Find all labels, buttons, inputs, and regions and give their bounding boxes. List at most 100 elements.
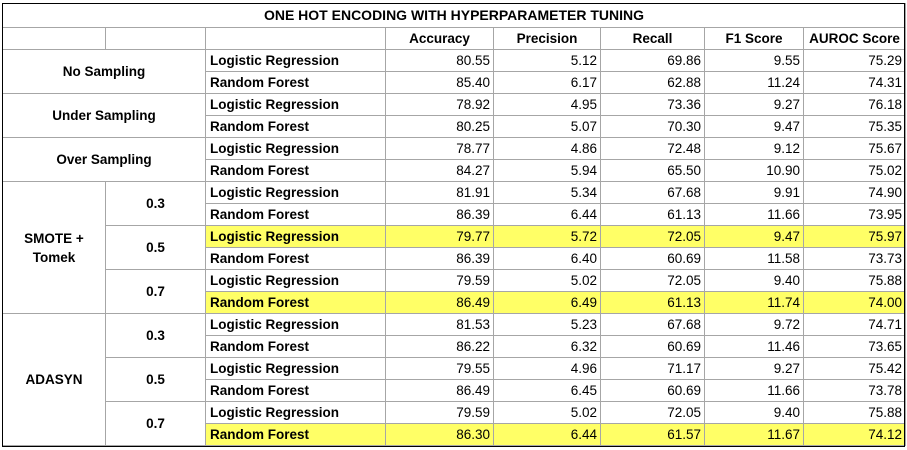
value-cell-recall: 61.57 xyxy=(600,423,705,446)
value-cell-f1-score: 11.66 xyxy=(704,203,804,226)
sampling-ratio-label: 0.5 xyxy=(105,357,206,402)
value-cell-precision: 6.40 xyxy=(493,247,601,270)
value-cell-f1-score: 9.47 xyxy=(704,115,804,138)
value-cell-recall: 60.69 xyxy=(600,335,705,358)
value-cell-f1-score: 9.12 xyxy=(704,137,804,160)
value-cell-accuracy: 79.59 xyxy=(385,269,494,292)
value-cell-precision: 6.17 xyxy=(493,71,601,94)
value-cell-f1-score: 11.66 xyxy=(704,379,804,402)
table-row: ADASYN 0.3 Logistic Regression 81.53 5.23 67.… xyxy=(2,313,906,446)
value-cell-accuracy: 79.55 xyxy=(385,357,494,380)
value-cell-f1-score: 11.74 xyxy=(704,291,804,314)
value-cell-auroc-score: 75.02 xyxy=(803,159,906,182)
value-cell-f1-score: 9.72 xyxy=(704,313,804,336)
value-cell-recall: 60.69 xyxy=(600,247,705,270)
model-name-cell: Logistic Regression xyxy=(205,137,386,160)
value-cell-auroc-score: 73.65 xyxy=(803,335,906,358)
value-cell-f1-score: 10.90 xyxy=(704,159,804,182)
sampling-method-label: ADASYN xyxy=(2,313,106,446)
sampling-method-label: Over Sampling xyxy=(2,137,206,182)
model-name-cell: Random Forest xyxy=(205,335,386,358)
value-cell-recall: 67.68 xyxy=(600,181,705,204)
value-cell-accuracy: 86.49 xyxy=(385,379,494,402)
model-name-cell: Random Forest xyxy=(205,71,386,94)
value-cell-f1-score: 11.58 xyxy=(704,247,804,270)
value-cell-f1-score: 9.40 xyxy=(704,401,804,424)
value-cell-f1-score: 11.24 xyxy=(704,71,804,94)
table-row: No Sampling Logistic Regression 80.55 5.12 6… xyxy=(2,49,906,94)
sampling-method-text: ADASYN xyxy=(25,372,83,387)
model-name-cell: Logistic Regression xyxy=(205,49,386,72)
sampling-ratio-label: 0.3 xyxy=(105,181,206,226)
model-name-cell: Logistic Regression xyxy=(205,357,386,380)
value-cell-recall: 69.86 xyxy=(600,49,705,72)
value-cell-precision: 6.44 xyxy=(493,203,601,226)
value-cell-auroc-score: 75.88 xyxy=(803,269,906,292)
model-name-cell: Logistic Regression xyxy=(205,269,386,292)
table-row: Random Forest 86.49 6.49 61.13 11.74 74.00 xyxy=(3,291,906,314)
value-cell-auroc-score: 75.42 xyxy=(803,357,906,380)
value-cell-auroc-score: 75.67 xyxy=(803,137,906,160)
table-row: Random Forest 85.40 6.17 62.88 11.24 74.31 xyxy=(3,71,906,94)
value-cell-precision: 6.44 xyxy=(493,423,601,446)
value-cell-recall: 72.48 xyxy=(600,137,705,160)
value-cell-precision: 5.12 xyxy=(493,49,601,72)
value-cell-f1-score: 9.27 xyxy=(704,357,804,380)
value-cell-accuracy: 86.39 xyxy=(385,247,494,270)
value-cell-accuracy: 79.77 xyxy=(385,225,494,248)
table-row: Random Forest 86.49 6.45 60.69 11.66 73.78 xyxy=(3,379,906,402)
value-cell-recall: 61.13 xyxy=(600,203,705,226)
sampling-ratio-label: 0.3 xyxy=(105,313,206,358)
value-cell-recall: 73.36 xyxy=(600,93,705,116)
table-row: SMOTE + Tomek 0.3 Logistic Regression 81.91… xyxy=(2,181,906,314)
header-blank-cell xyxy=(2,27,106,50)
value-cell-auroc-score: 75.97 xyxy=(803,225,906,248)
value-cell-precision: 6.49 xyxy=(493,291,601,314)
sampling-method-label: No Sampling xyxy=(2,49,206,94)
value-cell-precision: 6.45 xyxy=(493,379,601,402)
value-cell-precision: 5.23 xyxy=(493,313,601,336)
model-name-cell: Logistic Regression xyxy=(205,181,386,204)
value-cell-auroc-score: 76.18 xyxy=(803,93,906,116)
sampling-method-label: SMOTE + Tomek xyxy=(2,181,106,314)
value-cell-f1-score: 9.27 xyxy=(704,93,804,116)
value-cell-accuracy: 78.77 xyxy=(385,137,494,160)
value-cell-accuracy: 84.27 xyxy=(385,159,494,182)
value-cell-accuracy: 79.59 xyxy=(385,401,494,424)
header-blank-cell xyxy=(205,27,386,50)
value-cell-accuracy: 86.49 xyxy=(385,291,494,314)
column-header-accuracy: Accuracy xyxy=(385,27,494,50)
value-cell-auroc-score: 74.00 xyxy=(803,291,906,314)
table-row: Random Forest 86.39 6.44 61.13 11.66 73.95 xyxy=(3,203,906,226)
value-cell-accuracy: 81.91 xyxy=(385,181,494,204)
value-cell-recall: 71.17 xyxy=(600,357,705,380)
table-row: 0.7 Logistic Regression 79.59 5.02 72.05 9.40… xyxy=(3,401,906,446)
value-cell-precision: 4.86 xyxy=(493,137,601,160)
model-name-cell: Random Forest xyxy=(205,423,386,446)
value-cell-f1-score: 9.55 xyxy=(704,49,804,72)
header-blank-cell xyxy=(105,27,206,50)
value-cell-auroc-score: 73.95 xyxy=(803,203,906,226)
sampling-ratio-label: 0.5 xyxy=(105,225,206,270)
table-title: ONE HOT ENCODING WITH HYPERPARAMETER TUN… xyxy=(2,3,906,28)
value-cell-accuracy: 81.53 xyxy=(385,313,494,336)
value-cell-recall: 60.69 xyxy=(600,379,705,402)
value-cell-auroc-score: 75.35 xyxy=(803,115,906,138)
value-cell-auroc-score: 73.78 xyxy=(803,379,906,402)
model-name-cell: Random Forest xyxy=(205,115,386,138)
value-cell-auroc-score: 75.88 xyxy=(803,401,906,424)
value-cell-auroc-score: 75.29 xyxy=(803,49,906,72)
value-cell-recall: 61.13 xyxy=(600,291,705,314)
table-row: 0.5 Logistic Regression 79.77 5.72 72.05 9.47… xyxy=(3,225,906,270)
value-cell-recall: 65.50 xyxy=(600,159,705,182)
model-name-cell: Logistic Regression xyxy=(205,93,386,116)
value-cell-auroc-score: 73.73 xyxy=(803,247,906,270)
model-name-cell: Random Forest xyxy=(205,291,386,314)
model-name-cell: Random Forest xyxy=(205,159,386,182)
column-header-recall: Recall xyxy=(600,27,705,50)
value-cell-auroc-score: 74.31 xyxy=(803,71,906,94)
value-cell-accuracy: 86.39 xyxy=(385,203,494,226)
value-cell-f1-score: 9.47 xyxy=(704,225,804,248)
column-header-f1-score: F1 Score xyxy=(704,27,804,50)
model-name-cell: Logistic Regression xyxy=(205,225,386,248)
